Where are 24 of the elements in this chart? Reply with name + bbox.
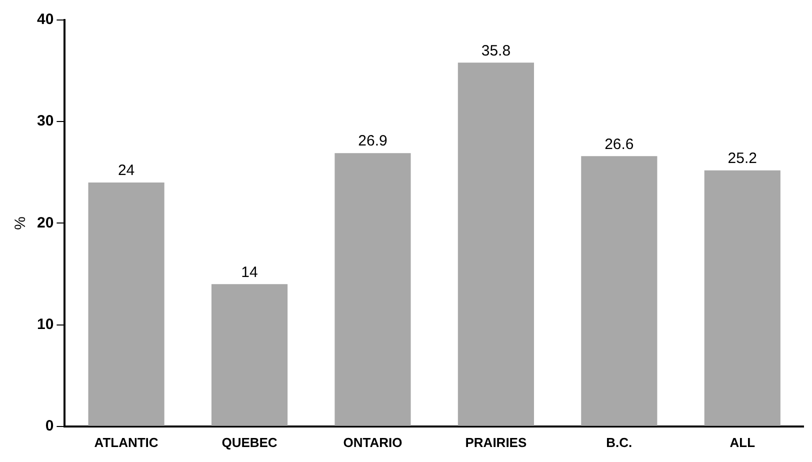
x-tick-label: ONTARIO (343, 434, 402, 450)
data-label: 26.6 (604, 136, 634, 153)
y-tick-label: 20 (36, 214, 54, 232)
bar (88, 182, 164, 426)
data-label: 26.9 (358, 132, 388, 150)
bar (334, 153, 411, 426)
data-label: 24 (118, 162, 135, 180)
data-label: 35.8 (481, 42, 511, 60)
x-tick-label: B.C. (606, 434, 632, 450)
x-tick-label: QUEBEC (222, 434, 278, 450)
data-label: 14 (241, 264, 258, 281)
y-tick-label: 10 (36, 316, 54, 333)
data-label: 25.2 (728, 150, 757, 168)
x-tick-label: PRAIRIES (465, 434, 527, 450)
x-tick-label: ALL (730, 434, 756, 450)
y-tick-label: 0 (45, 418, 54, 435)
bar (211, 284, 288, 426)
y-tick-label: 30 (36, 112, 54, 130)
y-tick-label: 40 (36, 11, 54, 28)
bar (704, 170, 780, 426)
y-axis-title: % (12, 216, 30, 230)
bar (581, 156, 658, 426)
bar (458, 62, 534, 426)
x-tick-label: ATLANTIC (94, 434, 159, 450)
